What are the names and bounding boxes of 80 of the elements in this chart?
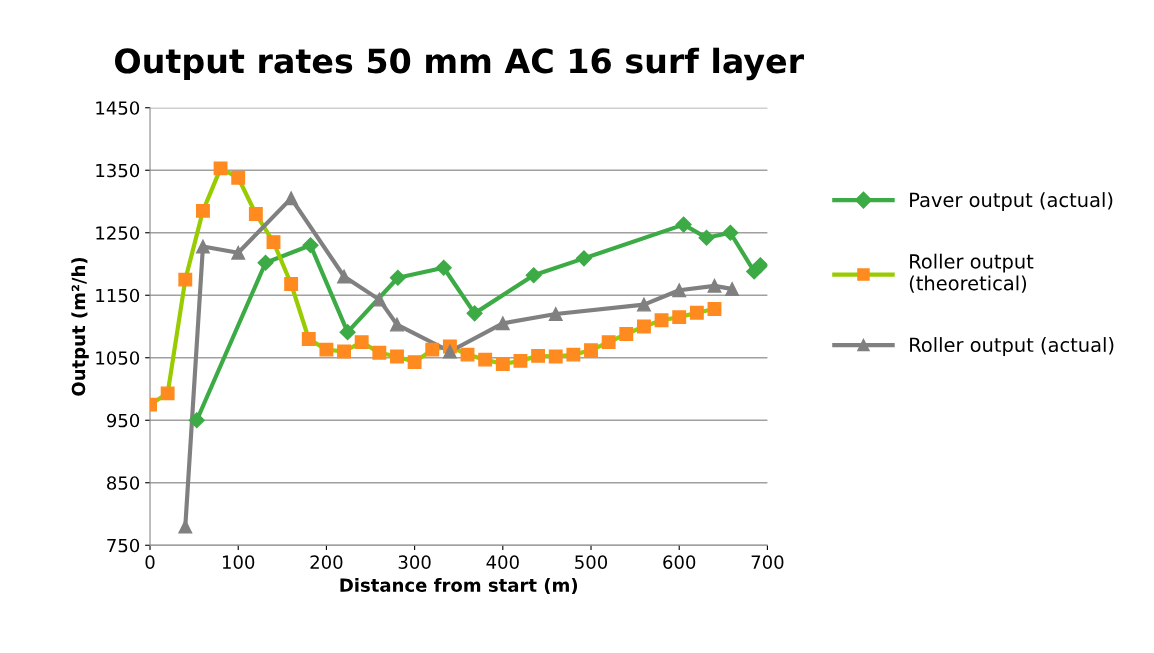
x-tick-label: 400 [486,555,519,569]
point [722,224,739,241]
point [354,335,369,350]
point [372,292,387,307]
point [495,357,510,371]
point [266,235,281,250]
point [707,302,722,316]
x-tick-label: 700 [751,555,784,569]
point [442,344,457,359]
point [231,170,246,185]
y-tick-label: 1250 [96,226,140,240]
point [548,349,563,364]
point [435,259,452,276]
point [672,283,687,298]
point [160,386,175,401]
point [752,257,768,274]
point [636,319,651,334]
point [478,352,493,367]
point [390,317,404,332]
point [672,310,687,325]
point [495,316,510,331]
point [689,305,704,320]
point [195,239,210,254]
point [195,203,210,218]
chart-title: Output rates 50 mm AC 16 surf layer [115,47,804,81]
point [548,307,563,321]
y-axis-title: Output (m²/h) [71,257,89,396]
x-tick-label: 300 [398,555,431,569]
point [425,342,440,357]
y-tick-label: 1150 [96,288,140,303]
y-tick-label: 750 [107,538,140,553]
point [248,207,263,221]
point [302,237,319,254]
point [531,348,546,363]
point [619,327,634,341]
point [584,343,598,358]
y-tick-label: 1450 [96,101,140,115]
point [257,254,274,271]
x-tick-label: 100 [222,555,255,569]
point [339,324,356,341]
point [372,345,387,360]
point [231,245,246,260]
point [213,161,228,176]
x-axis-title: Distance from start (m) [340,578,578,595]
legend-label: Roller output (theoretical) [909,253,1034,293]
x-tick-label: 200 [310,555,343,569]
point [636,297,651,312]
point [319,342,334,357]
point [513,353,528,368]
x-tick-label: 0 [145,555,155,569]
point [525,267,542,284]
point [466,305,483,322]
point [698,229,715,246]
point [178,272,193,287]
point [601,335,616,350]
point [389,269,406,286]
y-tick-label: 950 [106,413,140,428]
x-tick-label: 500 [575,555,608,569]
point [284,191,299,206]
point [575,250,593,267]
y-tick-label: 1350 [96,163,140,178]
point [188,412,205,429]
point [654,313,669,328]
point [178,519,193,534]
point [725,282,740,296]
legend-label: Paver output (actual) [910,192,1113,211]
point [675,216,692,233]
point [301,332,316,346]
point [337,269,352,284]
legend-label: Roller output (actual) [910,337,1114,356]
y-tick-label: 1050 [96,351,140,365]
point [460,347,475,362]
point [566,347,581,362]
x-tick-label: 600 [663,555,696,569]
point [337,344,352,359]
point [707,278,722,293]
point [284,277,299,291]
point [390,349,404,364]
y-tick-label: 850 [107,476,140,490]
point [407,355,422,370]
